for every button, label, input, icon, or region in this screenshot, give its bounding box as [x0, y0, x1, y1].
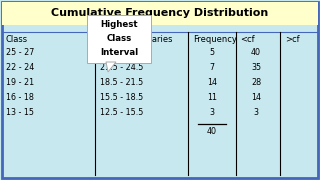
Text: Interval: Interval	[100, 48, 138, 57]
Text: 3: 3	[253, 107, 259, 116]
Text: 28: 28	[251, 78, 261, 87]
Polygon shape	[106, 62, 116, 72]
Text: 24.5 - 27.5: 24.5 - 27.5	[100, 48, 143, 57]
Text: 25 - 27: 25 - 27	[6, 48, 34, 57]
Text: 15.5 - 18.5: 15.5 - 18.5	[100, 93, 143, 102]
Text: 14: 14	[251, 93, 261, 102]
Text: 21.5 - 24.5: 21.5 - 24.5	[100, 62, 143, 71]
Text: <cf: <cf	[240, 35, 255, 44]
Text: 16 - 18: 16 - 18	[6, 93, 34, 102]
Text: Cumulative Frequency Distribution: Cumulative Frequency Distribution	[52, 8, 268, 18]
Text: Highest: Highest	[100, 19, 138, 28]
Bar	[2, 2, 318, 25]
Text: Class Boundaries: Class Boundaries	[100, 35, 172, 44]
Text: 14: 14	[207, 78, 217, 87]
Text: 13 - 15: 13 - 15	[6, 107, 34, 116]
FancyBboxPatch shape	[87, 15, 151, 63]
Text: 5: 5	[209, 48, 215, 57]
Text: 12.5 - 15.5: 12.5 - 15.5	[100, 107, 143, 116]
Text: 18.5 - 21.5: 18.5 - 21.5	[100, 78, 143, 87]
Text: 3: 3	[210, 107, 214, 116]
Text: 7: 7	[209, 62, 215, 71]
Text: Class: Class	[6, 35, 28, 44]
Text: 22 - 24: 22 - 24	[6, 62, 34, 71]
Text: Class: Class	[106, 33, 132, 42]
Text: 35: 35	[251, 62, 261, 71]
Text: Frequency: Frequency	[193, 35, 237, 44]
Text: 40: 40	[251, 48, 261, 57]
Text: 40: 40	[207, 127, 217, 136]
Text: 11: 11	[207, 93, 217, 102]
Text: 19 - 21: 19 - 21	[6, 78, 34, 87]
Text: >cf: >cf	[285, 35, 300, 44]
